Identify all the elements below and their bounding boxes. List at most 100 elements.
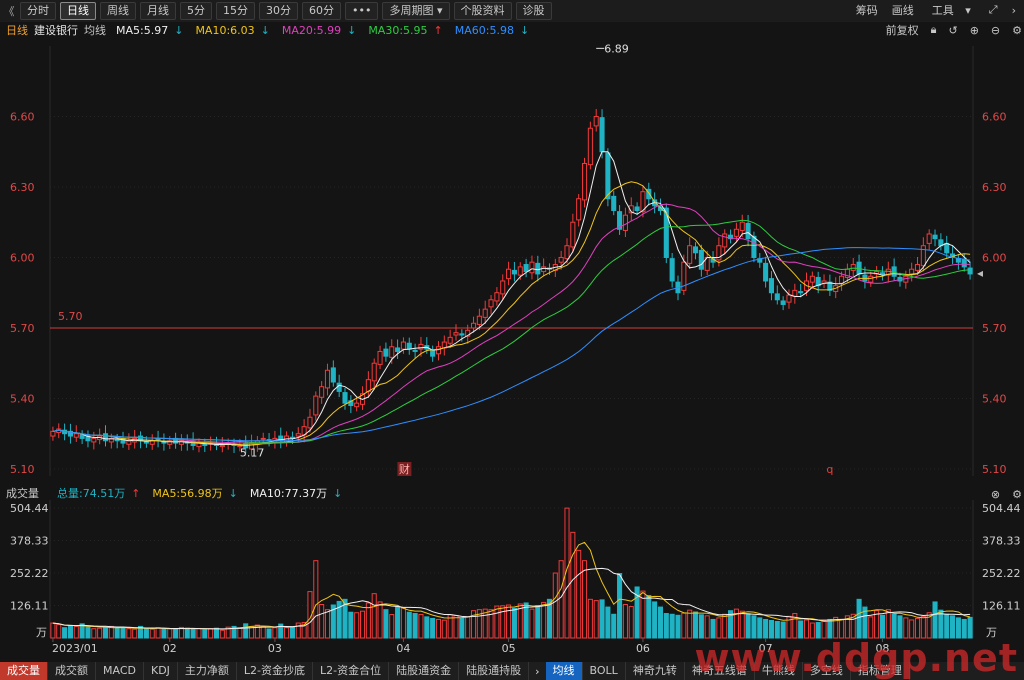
period-label: 日线 (6, 24, 28, 37)
collapse-icon[interactable]: › (1011, 3, 1016, 17)
volume-bar (815, 622, 821, 639)
zoom-out-icon[interactable]: ⊖ (990, 23, 1001, 37)
volume-bar (149, 628, 155, 639)
y-tick-label-left-0: 5.10 (10, 463, 35, 476)
volume-bar (284, 627, 290, 639)
volume-bar (319, 603, 325, 639)
tab-l2-position[interactable]: L2-资金合位 (313, 662, 390, 680)
volume-bar (342, 598, 348, 639)
volume-bar (605, 606, 611, 639)
candle-body (395, 347, 401, 352)
volume-bar (272, 627, 278, 639)
volume-bar (453, 615, 459, 639)
undo-icon[interactable]: ↺ (948, 23, 958, 37)
volume-bar (798, 620, 804, 639)
candle-body (692, 246, 699, 254)
stock-info-button[interactable]: 个股资料 (453, 2, 512, 20)
volume-bar (751, 615, 757, 639)
tab-kdj[interactable]: KDJ (144, 662, 178, 680)
volume-bar (593, 600, 599, 639)
tab-turnover[interactable]: 成交额 (48, 662, 96, 680)
volume-bar (926, 612, 932, 639)
volume-bar (891, 613, 897, 639)
candle-body (850, 264, 856, 271)
tab-magic-five[interactable]: 神奇五线谱 (685, 662, 755, 680)
tab-hk-connect-funds[interactable]: 陆股通资金 (389, 662, 460, 680)
volume-bar (359, 610, 366, 639)
candle-body (576, 198, 582, 221)
volume-bar (897, 615, 903, 639)
volume-bar (944, 613, 950, 639)
price-chart[interactable]: 5.10 5.10 5.40 5.40 5.70 5.70 6.00 6.00 6.30 6.30… (0, 38, 1024, 486)
tab-period-monthly[interactable]: 月线 (140, 2, 176, 20)
volume-bar (698, 614, 704, 639)
candle-body (529, 261, 535, 274)
diagnose-button[interactable]: 诊股 (515, 2, 552, 20)
close-icon[interactable]: ⊗ (990, 487, 1001, 501)
chips-button[interactable]: 筹码 (855, 4, 878, 17)
settings-icon[interactable]: ⚙ (1012, 487, 1022, 501)
adjust-dropdown[interactable]: 前复权 (885, 24, 919, 37)
main-chart-legend: 日线 建设银行 均线 MA5:5.97 ↓ MA10:6.03 ↓ MA20:5.9… (0, 22, 1024, 38)
volume-bar (768, 619, 775, 639)
tab-period-fenshi[interactable]: 分时 (20, 2, 56, 20)
candle-body (657, 206, 664, 211)
volume-bar (102, 626, 109, 639)
tab-period-5min[interactable]: 5分 (180, 2, 212, 20)
candle-body (202, 443, 208, 446)
volume-bar (348, 611, 354, 639)
tools-button[interactable]: 工具 ▾ (924, 2, 979, 18)
candle-body (587, 127, 593, 166)
volume-bar (488, 609, 494, 639)
volume-y-tick-right-1: 252.22 (982, 567, 1021, 580)
lock-icon[interactable]: 🔒︎ (930, 23, 937, 36)
volume-bar (570, 531, 576, 639)
candle-body (67, 430, 73, 437)
candle-body (447, 336, 453, 344)
tab-main-net[interactable]: 主力净额 (178, 662, 237, 680)
tab-long-short[interactable]: 多空线 (803, 662, 851, 680)
volume-bar (581, 560, 588, 639)
draw-button[interactable]: 画线 (891, 4, 914, 17)
candle-body (780, 300, 786, 305)
candle-body (143, 441, 149, 444)
chevron-down-icon: ▾ (436, 4, 443, 17)
y-tick-label-right-1: 5.40 (982, 392, 1007, 405)
tab-hk-connect-holdings[interactable]: 陆股通持股 (459, 662, 530, 680)
candle-body (50, 430, 56, 437)
settings-icon[interactable]: ⚙ (1012, 23, 1022, 37)
volume-bar (774, 621, 780, 639)
tab-boll[interactable]: BOLL (583, 662, 626, 680)
tab-bull-bear[interactable]: 牛熊线 (755, 662, 803, 680)
expand-icon[interactable]: ⤢ (988, 3, 998, 16)
chevron-right-icon[interactable]: › (535, 664, 540, 678)
tab-period-30min[interactable]: 30分 (259, 2, 298, 20)
volume-chart[interactable]: 126.11 126.11 252.22 252.22 378.33 378.33 504.… (0, 500, 1024, 662)
volume-bar (757, 617, 763, 639)
volume-bar (114, 627, 120, 639)
volume-y-tick-left-1: 252.22 (10, 567, 49, 580)
volume-bar (681, 612, 687, 639)
y-tick-label-left-3: 6.00 (10, 251, 35, 264)
more-button[interactable]: ••• (345, 2, 379, 20)
candle-body (798, 291, 804, 294)
y-tick-label-left-5: 6.60 (10, 110, 35, 123)
x-tick-label-0: 2023/01 (52, 642, 98, 655)
tab-macd[interactable]: MACD (96, 662, 144, 680)
tab-magic-nine[interactable]: 神奇九转 (626, 662, 685, 680)
tab-period-15min[interactable]: 15分 (216, 2, 255, 20)
tab-l2-bottom[interactable]: L2-资金抄底 (237, 662, 314, 680)
tab-volume[interactable]: 成交量 (0, 662, 48, 680)
candle-body (330, 367, 336, 383)
tab-ma[interactable]: 均线 (545, 662, 583, 680)
nav-back-icon[interactable]: 《 (3, 5, 15, 18)
x-tick-label-5: 06 (636, 642, 650, 655)
tab-period-60min[interactable]: 60分 (302, 2, 341, 20)
zoom-in-icon[interactable]: ⊕ (969, 23, 979, 37)
multi-period-dropdown[interactable]: 多周期图 ▾ (382, 2, 450, 20)
tab-indicator-manage[interactable]: 指标管理 (851, 662, 910, 680)
tab-period-weekly[interactable]: 周线 (100, 2, 136, 20)
tab-period-daily[interactable]: 日线 (60, 2, 96, 20)
volume-bar (803, 619, 810, 639)
candle-body (400, 341, 406, 350)
